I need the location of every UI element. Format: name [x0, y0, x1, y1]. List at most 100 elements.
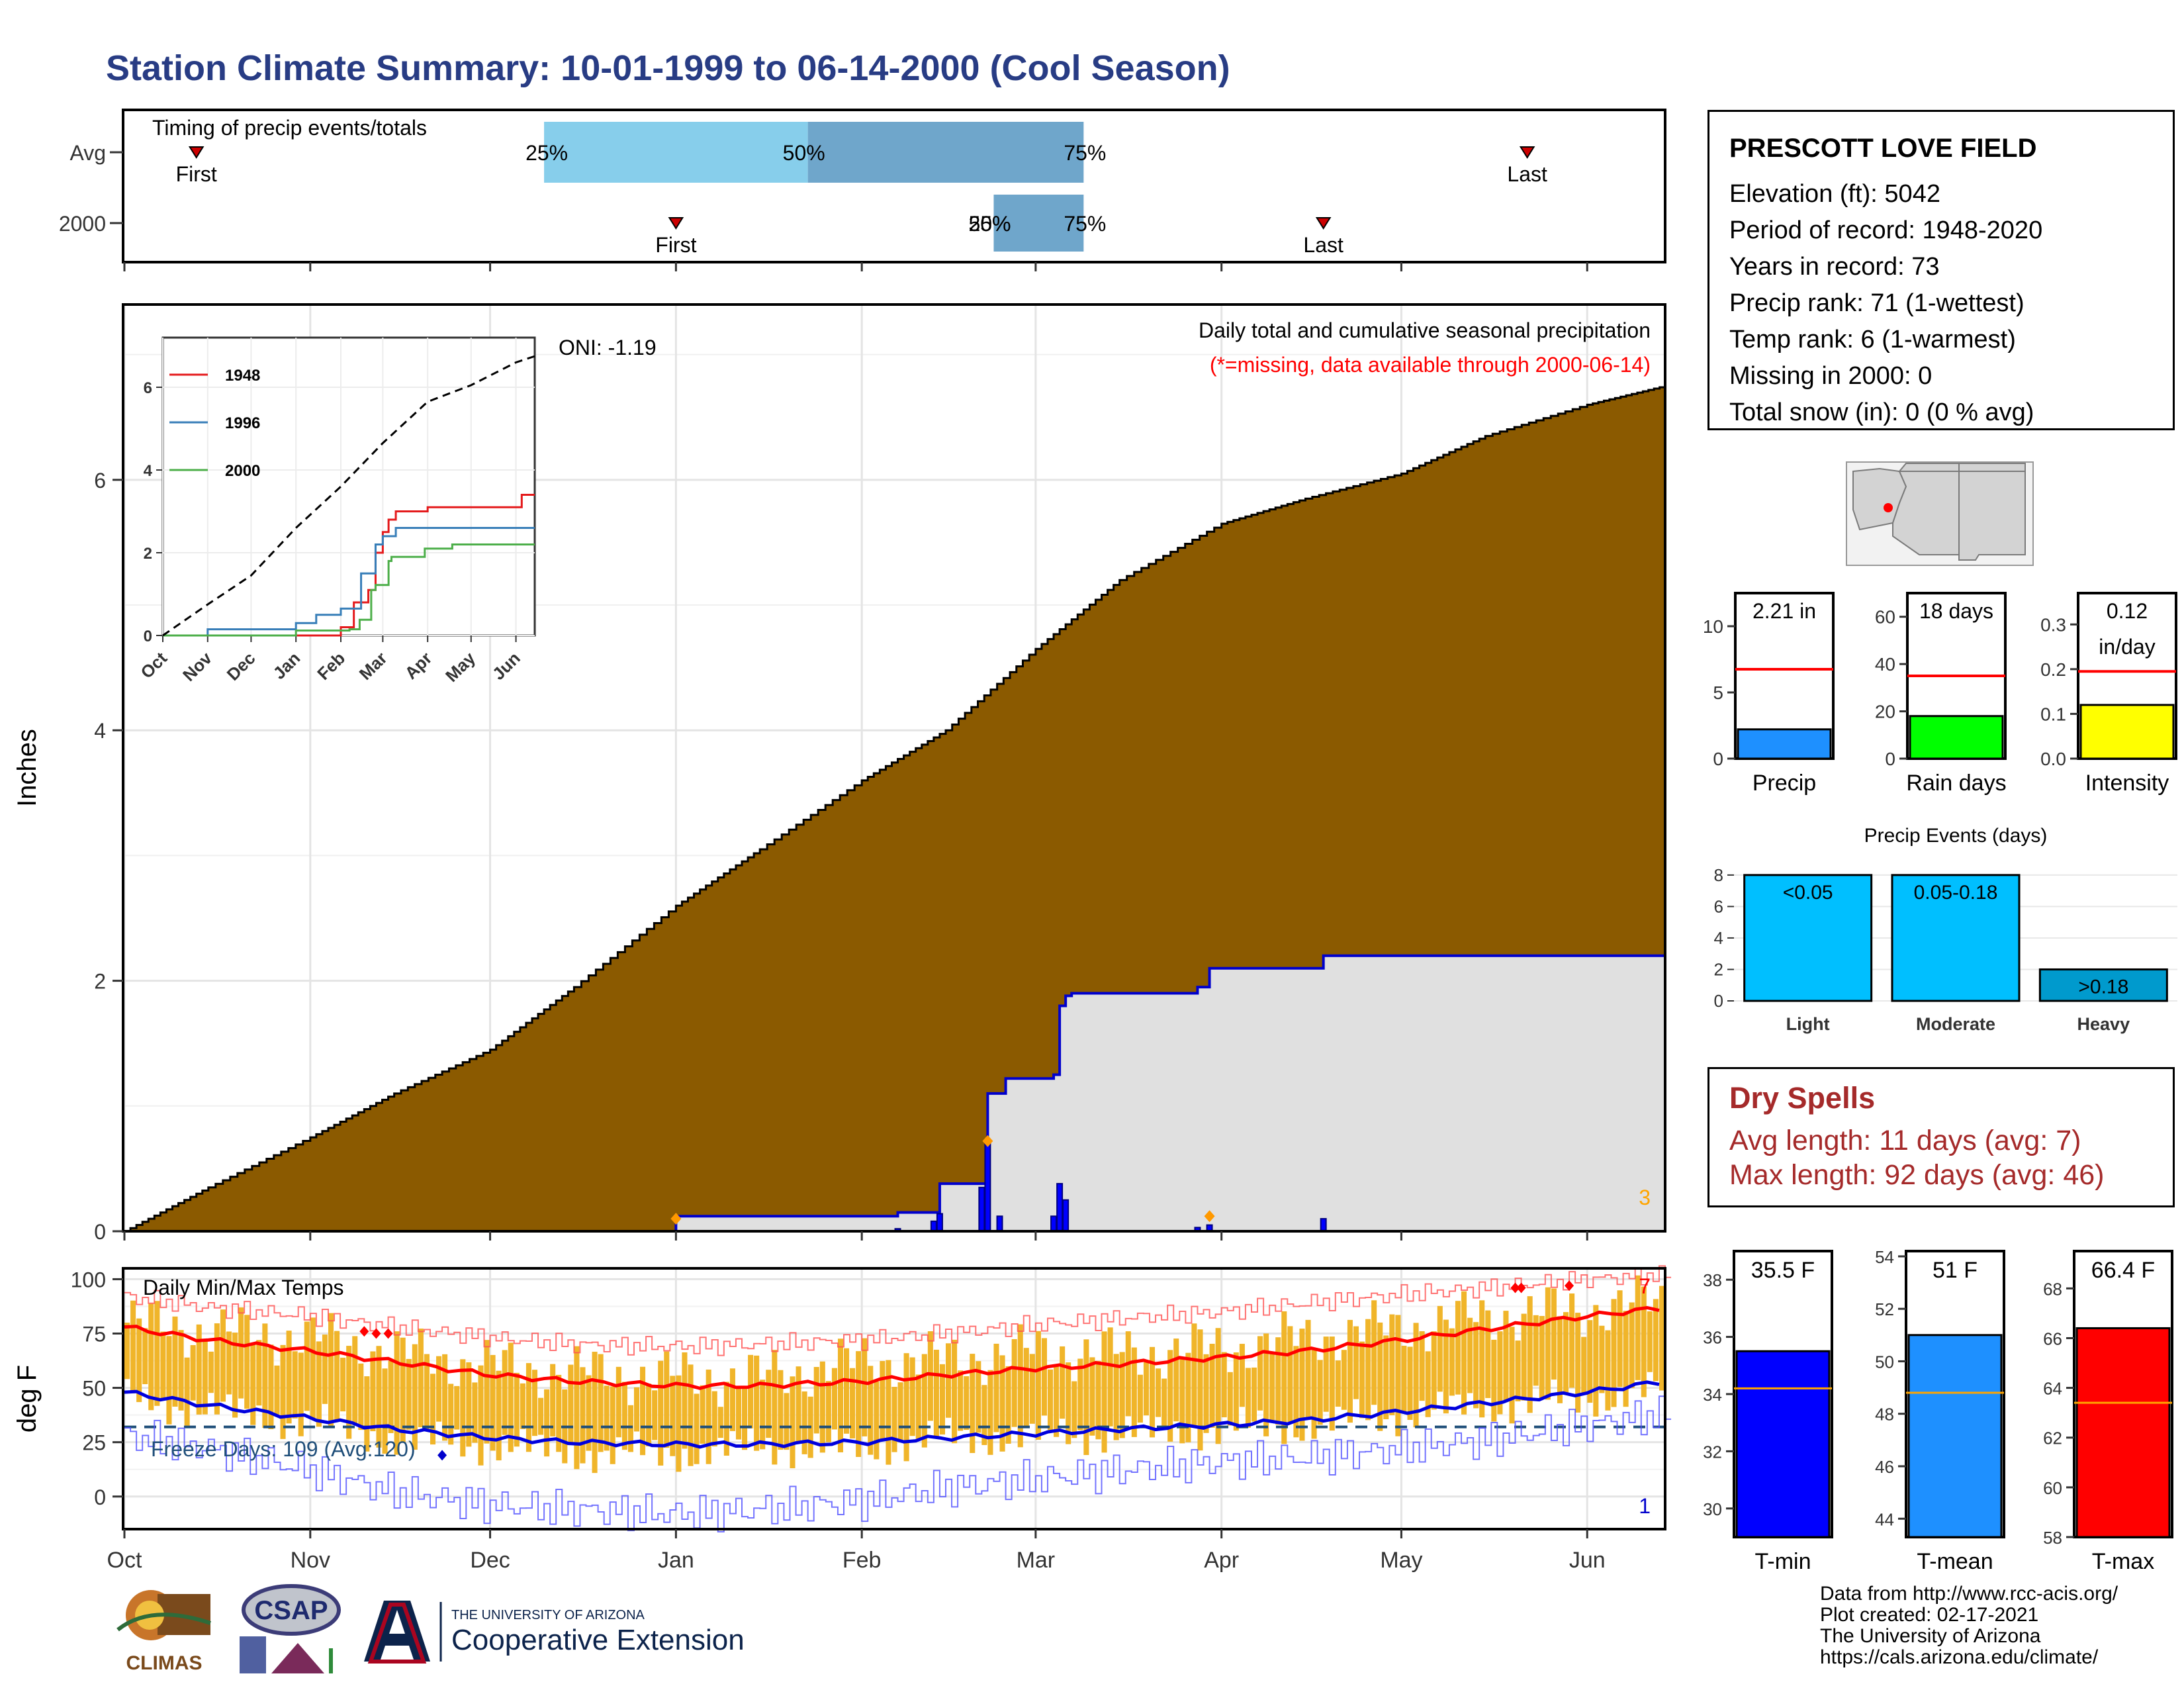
university-of-arizona-logo: THE UNIVERSITY OF ARIZONA Cooperative Ex… — [364, 1601, 745, 1664]
daily-temp-range-bar — [1629, 1302, 1635, 1388]
inset-y-tick-label: 4 — [144, 462, 153, 480]
daily-temp-range-bar — [280, 1344, 286, 1439]
events-y-tick-label: 8 — [1714, 865, 1723, 885]
daily-temp-range-bar — [945, 1343, 952, 1418]
daily-temp-range-bar — [1569, 1293, 1575, 1388]
daily-temp-range-bar — [514, 1372, 520, 1447]
daily-temp-range-bar — [717, 1407, 723, 1438]
daily-temp-range-bar — [1221, 1352, 1227, 1418]
daily-temp-range-bar — [1461, 1291, 1467, 1415]
daily-temp-range-bar — [1395, 1315, 1401, 1436]
daily-temp-range-bar — [1101, 1331, 1107, 1453]
daily-temp-range-bar — [1491, 1339, 1497, 1422]
daily-temp-range-bar — [574, 1346, 580, 1470]
summary-y-tick-label: 32 — [1703, 1442, 1722, 1462]
inset-legend-label: 1948 — [225, 367, 260, 385]
daily-temp-range-bar — [1251, 1367, 1257, 1422]
daily-temp-range-bar — [1257, 1336, 1263, 1411]
events-category-label: Moderate — [1916, 1014, 1995, 1034]
daily-temp-range-bar — [1515, 1340, 1521, 1401]
daily-precip-bar — [936, 1213, 943, 1233]
timing-bar-50-75 — [993, 195, 1084, 252]
events-bar-label: >0.18 — [2078, 976, 2128, 998]
daily-temp-range-bar — [1587, 1320, 1593, 1403]
daily-temp-range-bar — [964, 1376, 970, 1430]
daily-temp-range-bar — [154, 1301, 160, 1406]
daily-temp-range-bar — [136, 1318, 142, 1403]
daily-temp-range-bar — [760, 1380, 766, 1450]
daily-temp-range-bar — [976, 1361, 981, 1433]
csap-logo: CSAP — [240, 1584, 341, 1673]
daily-temp-range-bar — [844, 1348, 850, 1434]
timing-first-label: First — [655, 233, 696, 257]
daily-precip-bar — [1320, 1218, 1327, 1232]
timing-title: Timing of precip events/totals — [152, 116, 427, 140]
daily-temp-range-bar — [615, 1366, 621, 1438]
daily-temp-range-bar — [1041, 1338, 1047, 1416]
daily-temp-range-bar — [1479, 1300, 1485, 1418]
daily-temp-range-bar — [819, 1361, 825, 1453]
daily-temp-range-bar — [544, 1389, 550, 1457]
daily-temp-range-bar — [1299, 1329, 1305, 1441]
events-bar — [2038, 968, 2168, 1002]
daily-temp-range-bar — [1473, 1322, 1479, 1409]
dry-spells-box: Dry Spells Avg length: 11 days (avg: 7) … — [1707, 1067, 2175, 1207]
daily-precip-bar — [996, 1215, 1003, 1232]
info-line-period: Period of record: 1948-2020 — [1729, 216, 2043, 244]
daily-temp-range-bar — [1389, 1314, 1395, 1415]
daily-temp-range-bar — [382, 1368, 388, 1454]
observed-cumulative-line — [124, 954, 1665, 1233]
daily-temp-range-bar — [1287, 1326, 1293, 1422]
daily-temp-range-bar — [1281, 1311, 1287, 1444]
daily-temp-range-bar — [598, 1354, 604, 1452]
daily-temp-range-bar — [1149, 1346, 1156, 1438]
daily-temp-range-bar — [903, 1353, 909, 1462]
daily-temp-range-bar — [1539, 1315, 1545, 1399]
daily-temp-range-bar — [1143, 1362, 1149, 1416]
daily-temp-range-bar — [172, 1316, 178, 1407]
daily-precip-bar — [978, 1186, 985, 1233]
daily-temp-range-bar — [244, 1315, 250, 1409]
summary-bar-title: T-mean — [1917, 1549, 1993, 1574]
daily-temp-range-bar — [640, 1366, 646, 1456]
daily-temp-range-bar — [1191, 1323, 1197, 1427]
daily-temp-range-bar — [868, 1366, 874, 1455]
summary-y-tick-label: 58 — [2043, 1528, 2062, 1548]
daily-temp-range-bar — [952, 1339, 958, 1444]
daily-temp-range-bar — [1641, 1286, 1647, 1397]
summary-y-tick-label: 62 — [2043, 1429, 2062, 1448]
daily-temp-range-bar — [874, 1382, 880, 1460]
daily-temp-range-bar — [124, 1323, 130, 1380]
footer-note: Data from http://www.rcc-acis.org/ Plot … — [1820, 1583, 2118, 1668]
record-high-marker — [1565, 1280, 1574, 1291]
precip-corner-count: 3 — [1639, 1186, 1651, 1209]
month-tick-label: Jun — [1569, 1548, 1606, 1573]
daily-temp-range-bar — [1341, 1350, 1347, 1410]
daily-temp-range-bar — [1185, 1352, 1191, 1442]
temp-y-tick-label: 25 — [82, 1431, 106, 1455]
summary-y-tick-label: 10 — [1703, 616, 1723, 637]
daily-temp-range-bar — [1095, 1360, 1101, 1440]
summary-y-tick-label: 0.0 — [2040, 749, 2066, 769]
daily-temp-range-bar — [1083, 1339, 1089, 1456]
precip-y-tick-label: 2 — [94, 970, 106, 994]
daily-temp-range-bar — [766, 1370, 772, 1438]
daily-temp-range-bar — [658, 1360, 664, 1466]
daily-temp-range-bar — [1335, 1360, 1341, 1407]
daily-temp-range-bar — [1179, 1358, 1185, 1444]
daily-temp-range-bar — [1551, 1288, 1557, 1380]
daily-temp-range-bar — [1413, 1323, 1419, 1428]
summary-bar-value-label: 51 F — [1933, 1258, 1978, 1283]
daily-temp-range-bar — [310, 1317, 316, 1419]
daily-temp-range-bar — [1521, 1313, 1527, 1401]
daily-temp-range-bar — [160, 1331, 166, 1399]
events-bar-label: <0.05 — [1783, 882, 1833, 904]
daily-temp-range-bar — [831, 1368, 837, 1430]
daily-temp-range-bar — [958, 1370, 964, 1431]
precip-subtitle: (*=missing, data available through 2000-… — [1210, 353, 1651, 377]
daily-temp-range-bar — [484, 1340, 490, 1444]
daily-temp-range-bar — [742, 1385, 748, 1450]
daily-temp-range-bar — [550, 1364, 556, 1436]
daily-temp-range-bar — [1269, 1352, 1275, 1421]
daily-temp-range-bar — [472, 1382, 478, 1443]
